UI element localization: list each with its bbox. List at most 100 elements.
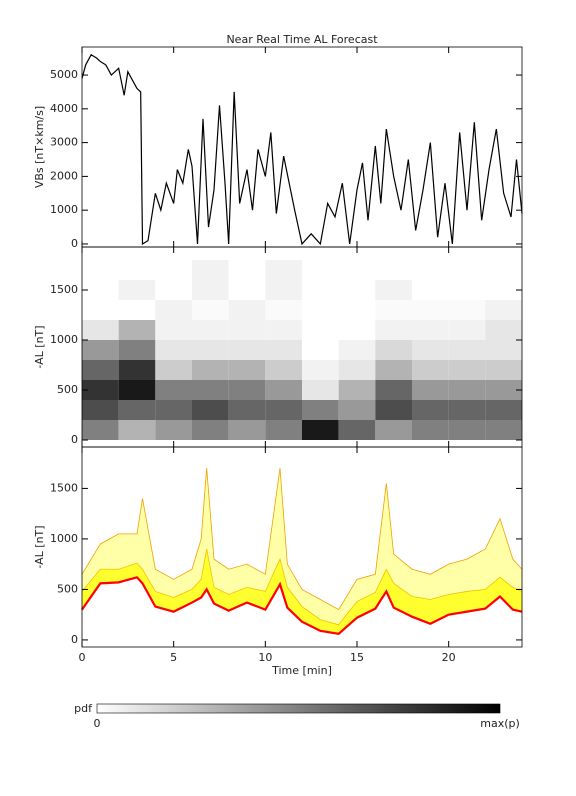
heat-cell — [155, 320, 192, 340]
y-tick-label: 2000 — [50, 169, 78, 182]
heat-cell — [448, 380, 486, 400]
heat-cell — [338, 420, 376, 440]
heat-cell — [375, 280, 412, 300]
heat-cell — [228, 380, 266, 400]
y-tick-label: 0 — [71, 633, 78, 646]
heat-cell — [375, 400, 412, 420]
heat-cell — [302, 400, 339, 420]
heat-cell — [412, 280, 449, 300]
x-axis-label: Time [min] — [271, 664, 332, 677]
heat-cell — [118, 320, 156, 340]
heat-cell — [302, 360, 339, 380]
heat-cell — [338, 320, 376, 340]
heat-cell — [485, 380, 522, 400]
heat-cell — [412, 340, 449, 360]
heat-cell — [118, 400, 156, 420]
heat-cell — [302, 380, 339, 400]
y-tick-label: 5000 — [50, 68, 78, 81]
heat-cell — [375, 300, 412, 320]
heat-cell — [155, 260, 192, 280]
plot-frame — [81, 46, 523, 248]
heat-cell — [485, 320, 522, 340]
x-tick-label: 20 — [442, 651, 456, 664]
heat-cell — [155, 300, 192, 320]
heat-cell — [118, 260, 156, 280]
band-edge — [81, 548, 523, 626]
heat-cell — [228, 420, 266, 440]
heat-cell — [302, 340, 339, 360]
y-tick-label: 500 — [57, 383, 78, 396]
plot-frame — [81, 446, 523, 648]
y-axis-label: -AL [nT] — [33, 525, 46, 568]
heat-cell — [412, 420, 449, 440]
heat-cell — [485, 400, 522, 420]
heat-cell — [448, 260, 486, 280]
y-tick-label: 4000 — [50, 102, 78, 115]
heat-cell — [302, 420, 339, 440]
heat-cell — [82, 260, 119, 280]
heat-cell — [192, 300, 229, 320]
heat-cell — [448, 420, 486, 440]
heat-cell — [228, 400, 266, 420]
y-tick-label: 1000 — [50, 203, 78, 216]
data-line — [81, 53, 523, 246]
heat-cell — [485, 280, 522, 300]
heat-cell — [412, 360, 449, 380]
heat-cell — [265, 420, 302, 440]
heat-cell — [228, 300, 266, 320]
heat-cell — [375, 420, 412, 440]
y-tick-label: 0 — [71, 237, 78, 250]
heat-cell — [192, 260, 229, 280]
y-tick-label: 1500 — [50, 283, 78, 296]
heat-cell — [412, 300, 449, 320]
band-edge — [81, 468, 523, 611]
heat-cell — [118, 420, 156, 440]
heat-cell — [192, 320, 229, 340]
heat-cell — [228, 260, 266, 280]
heat-cell — [228, 320, 266, 340]
heat-cell — [338, 260, 376, 280]
heat-cell — [448, 400, 486, 420]
heat-cell — [118, 280, 156, 300]
heat-cell — [82, 380, 119, 400]
heat-cell — [192, 400, 229, 420]
y-tick-label: 1500 — [50, 481, 78, 494]
heat-cell — [412, 320, 449, 340]
heat-cell — [338, 360, 376, 380]
heat-cell — [155, 400, 192, 420]
heat-cell — [485, 340, 522, 360]
heat-cell — [228, 340, 266, 360]
heat-cell — [82, 420, 119, 440]
heat-cell — [448, 340, 486, 360]
heat-cell — [118, 300, 156, 320]
heat-cell — [118, 360, 156, 380]
heat-cell — [448, 300, 486, 320]
heat-cell — [302, 320, 339, 340]
heat-cell — [448, 320, 486, 340]
colorbar-label: pdf — [74, 702, 93, 715]
heat-cell — [265, 340, 302, 360]
heat-cell — [265, 400, 302, 420]
heat-cell — [338, 380, 376, 400]
heat-cell — [155, 420, 192, 440]
heat-cell — [118, 380, 156, 400]
heat-cell — [155, 360, 192, 380]
heat-cell — [118, 340, 156, 360]
heat-cell — [302, 280, 339, 300]
y-axis-label: VBs [nT×km/s] — [33, 106, 46, 188]
band-underfill — [82, 577, 522, 647]
colorbar-min: 0 — [94, 717, 101, 730]
heat-cell — [302, 260, 339, 280]
heat-cell — [448, 280, 486, 300]
colorbar-max: max(p) — [480, 717, 520, 730]
heat-cell — [338, 300, 376, 320]
x-tick-label: 0 — [79, 651, 86, 664]
heat-cell — [228, 360, 266, 380]
heat-cell — [375, 340, 412, 360]
heat-cell — [265, 380, 302, 400]
heat-cell — [192, 280, 229, 300]
heat-cell — [302, 300, 339, 320]
x-tick-label: 15 — [350, 651, 364, 664]
colorbar — [96, 703, 501, 714]
heat-cell — [485, 300, 522, 320]
